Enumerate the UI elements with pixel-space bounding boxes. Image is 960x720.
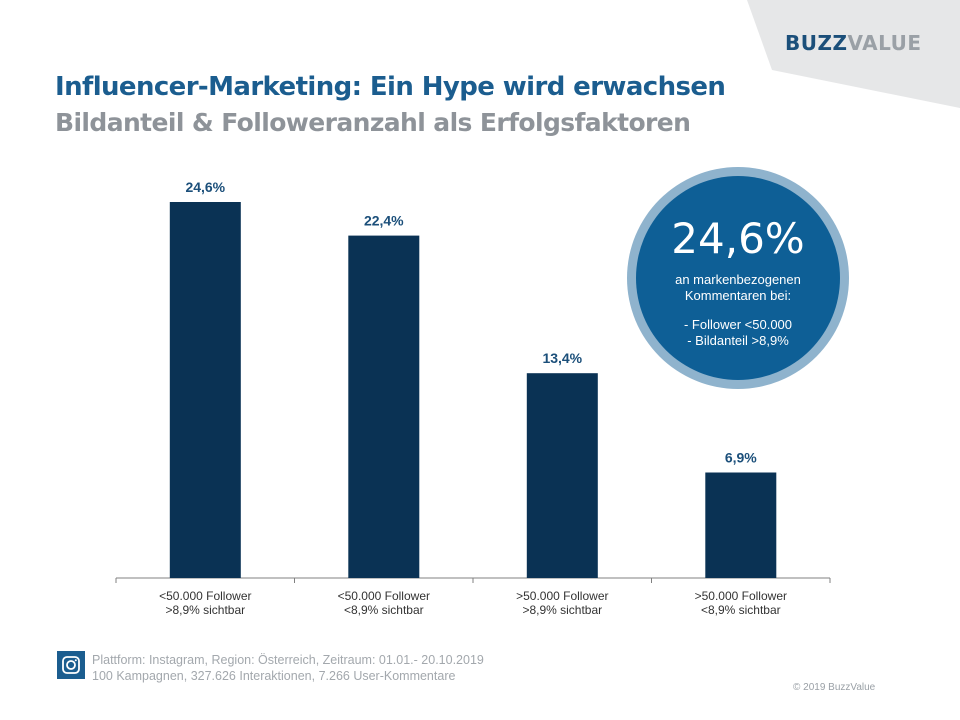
callout-line-2: Kommentaren bei:: [684, 288, 792, 303]
category-label-2-line-1: <50.000 Follower: [338, 589, 430, 603]
footer-source-note: Plattform: Instagram, Region: Österreich…: [92, 652, 484, 684]
page-subtitle: Bildanteil & Followeranzahl als Erfolgsf…: [55, 108, 691, 137]
callout-inner-circle: 24,6% an markenbezogenen Kommentaren bei…: [636, 176, 840, 380]
footer-line-1: Plattform: Instagram, Region: Österreich…: [92, 653, 484, 667]
logo-value: VALUE: [847, 31, 922, 55]
category-label-3-line-2: >8,9% sichtbar: [522, 603, 602, 617]
bar-chart: 24,6%22,4%13,4%6,9% <50.000 Follower>8,9…: [115, 179, 831, 617]
bar-value-label-1: 24,6%: [185, 179, 225, 195]
category-label-2-line-2: <8,9% sichtbar: [344, 603, 424, 617]
bar-value-label-4: 6,9%: [725, 450, 757, 466]
bar-3: [526, 373, 598, 578]
bar-2: [348, 235, 420, 578]
category-label-3-line-1: >50.000 Follower: [516, 589, 608, 603]
buzzvalue-logo: BUZZVALUE: [785, 31, 922, 55]
page-title: Influencer-Marketing: Ein Hype wird erwa…: [55, 72, 726, 102]
callout-big-value: 24,6%: [671, 214, 805, 263]
bar-value-label-3: 13,4%: [542, 350, 582, 366]
corner-decoration: [747, 0, 960, 108]
callout-line-3: - Follower <50.000: [683, 317, 793, 332]
callout-line-4: - Bildanteil >8,9%: [687, 333, 789, 348]
bar-value-label-2: 22,4%: [364, 213, 404, 229]
bar-1: [169, 202, 241, 578]
category-label-4-line-1: >50.000 Follower: [695, 589, 787, 603]
logo-buzz: BUZZ: [785, 31, 848, 55]
category-label-4-line-2: <8,9% sichtbar: [701, 603, 781, 617]
category-label-1-line-1: <50.000 Follower: [159, 589, 251, 603]
category-label-1-line-2: >8,9% sichtbar: [165, 603, 245, 617]
copyright-notice: © 2019 BuzzValue: [793, 682, 876, 693]
highlight-callout: 24,6% an markenbezogenen Kommentaren bei…: [627, 167, 849, 389]
callout-line-1: an markenbezogenen: [675, 272, 801, 287]
bar-4: [705, 472, 777, 578]
instagram-icon: [57, 651, 85, 679]
footer-line-2: 100 Kampagnen, 327.626 Interaktionen, 7.…: [92, 669, 456, 683]
